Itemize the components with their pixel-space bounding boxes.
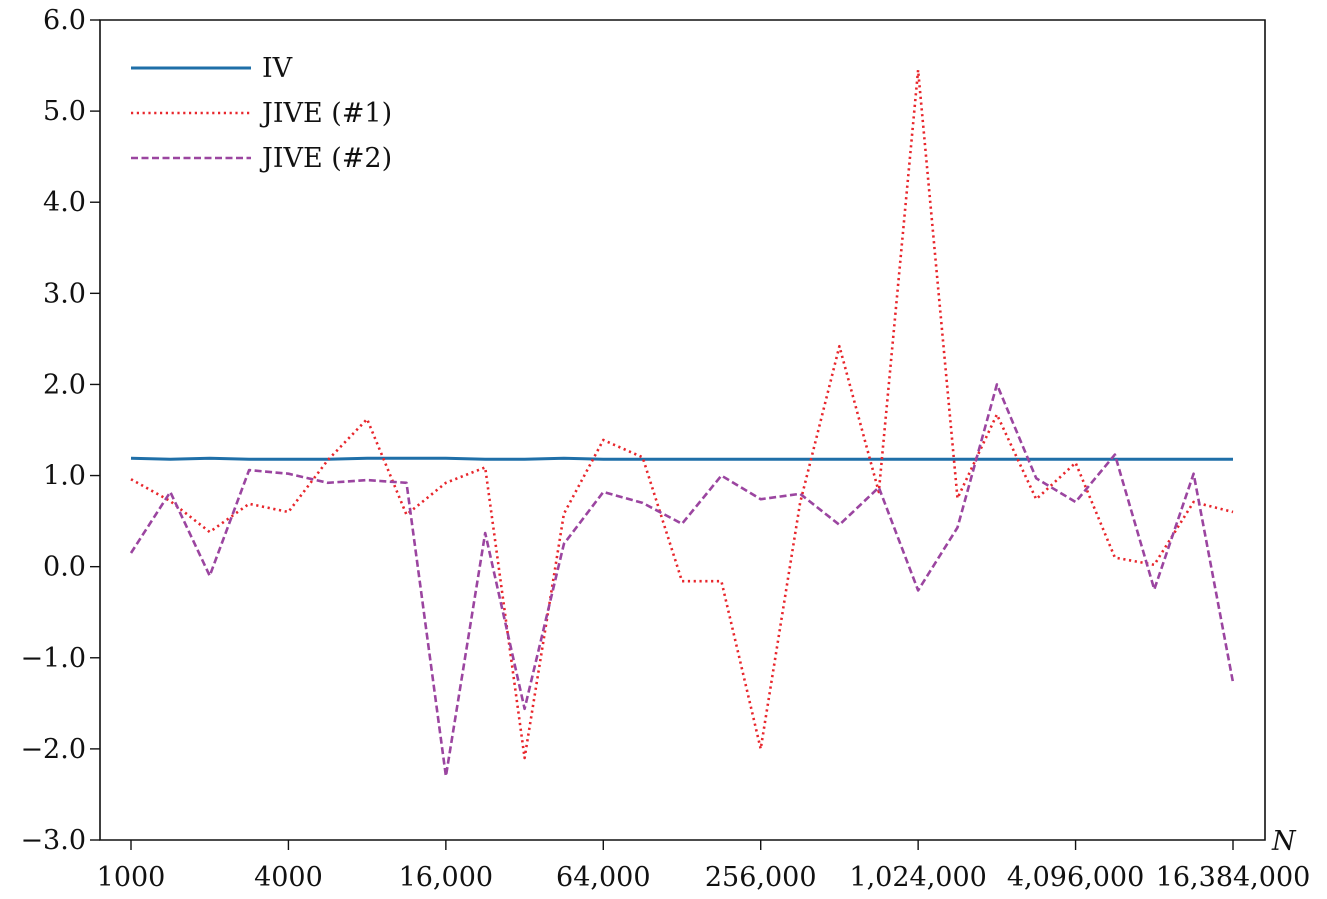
series-line-1	[130, 456, 1233, 461]
legend: IV JIVE (#1) JIVE (#2)	[131, 53, 392, 174]
y-tick-label: 5.0	[43, 96, 86, 127]
legend-label-1: IV	[262, 53, 293, 84]
y-tick-label: 2.0	[43, 369, 86, 400]
y-tick-label: −3.0	[20, 825, 86, 856]
x-tick-label: 256,000	[705, 862, 817, 893]
legend-label-3: JIVE (#2)	[259, 143, 392, 174]
y-tick-label: −1.0	[20, 643, 86, 674]
x-tick-label: 1000	[97, 862, 166, 893]
y-tick-label: −2.0	[20, 734, 86, 765]
y-axis: −3.0 −2.0 −1.0 0.0 1.0 2.0 3.0 4.0 5.0 6.0	[20, 5, 100, 856]
y-tick-label: 6.0	[43, 5, 86, 36]
series-layer	[129, 68, 1235, 778]
series-line-3	[129, 383, 1235, 778]
series-line-2	[130, 68, 1234, 760]
x-tick-label: 4,096,000	[1007, 862, 1144, 893]
x-tick-label: 4000	[254, 862, 323, 893]
x-tick-label: 16,384,000	[1156, 862, 1311, 893]
x-tick-label: 1,024,000	[849, 862, 986, 893]
y-tick-label: 1.0	[43, 461, 86, 492]
x-axis-label: N	[1271, 826, 1297, 857]
x-axis: 1000 4000 16,000 64,000 256,000 1,024,000 4,09…	[97, 840, 1311, 893]
x-tick-label: 64,000	[556, 862, 650, 893]
y-tick-label: 0.0	[43, 552, 86, 583]
y-tick-label: 4.0	[43, 187, 86, 218]
x-tick-label: 16,000	[399, 862, 493, 893]
legend-label-2: JIVE (#1)	[259, 98, 392, 129]
y-tick-label: 3.0	[43, 278, 86, 309]
